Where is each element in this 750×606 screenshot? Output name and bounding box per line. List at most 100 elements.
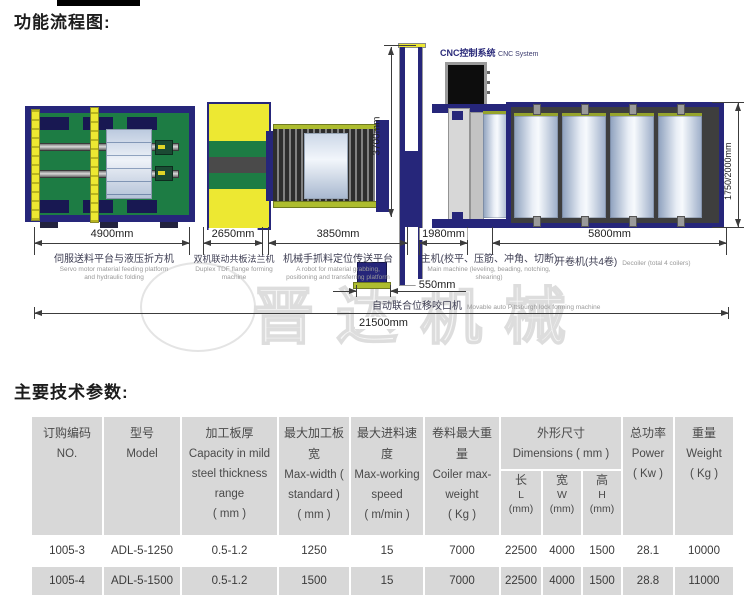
col-width: 最大加工板宽 Max-width ( standard ) ( mm ) xyxy=(279,417,349,535)
cell-length: 22500 xyxy=(501,567,541,595)
cell-power: 28.1 xyxy=(623,537,673,565)
gantry-carriage xyxy=(404,151,418,227)
label-main-machine: 主机(校平、压筋、冲角、切断) Main machine (leveling, … xyxy=(420,254,558,281)
col-coil-weight: 卷料最大重量 Coiler max-weight ( Kg ) xyxy=(425,417,499,535)
col-length: 长 L (mm) xyxy=(501,471,541,535)
machine-band xyxy=(209,173,269,189)
parameters-table: 订购编码 NO. 型号 Model 加工板厚 Capacity in mild st… xyxy=(30,415,735,597)
flow-diagram-title: 功能流程图: xyxy=(14,13,111,32)
gantry-column xyxy=(418,47,422,285)
cell-width: 1250 xyxy=(279,537,349,565)
dim-total-label: 21500mm xyxy=(355,317,412,329)
coil-axle xyxy=(677,104,685,115)
machine-band xyxy=(209,141,269,157)
col-weight: 重量 Weight ( Kg ) xyxy=(675,417,733,535)
machine-band xyxy=(209,189,269,228)
cell-h: 1500 xyxy=(583,537,621,565)
col-model: 型号 Model xyxy=(104,417,180,535)
cell-coil: 7000 xyxy=(425,567,499,595)
coil-1 xyxy=(514,113,558,218)
sheet-on-platform xyxy=(304,133,348,199)
top-crop-artifact xyxy=(57,0,140,6)
main-machine-bottom-beam xyxy=(432,219,518,228)
coil-axle xyxy=(581,216,589,227)
cell-w: 4000 xyxy=(543,567,581,595)
cell-no: 1005-4 xyxy=(32,567,102,595)
coil-axle xyxy=(677,216,685,227)
cell-length: 22500 xyxy=(501,537,541,565)
dim-3850: 3850mm xyxy=(268,227,408,255)
col-width-dim: 宽 W (mm) xyxy=(543,471,581,535)
platform-end-block xyxy=(266,131,273,201)
cell-coil: 7000 xyxy=(425,537,499,565)
coil-axle xyxy=(533,216,541,227)
params-title: 主要技术参数: xyxy=(14,383,129,402)
cell-model: ADL-5-1500 xyxy=(104,567,180,595)
cell-thickness: 0.5-1.2 xyxy=(182,537,277,565)
table-row: 1005-4 ADL-5-1500 0.5-1.2 1500 15 7000 2… xyxy=(32,567,733,595)
coil-axle xyxy=(581,104,589,115)
slot-row xyxy=(39,117,171,130)
cnc-label: CNC控制系统 CNC System xyxy=(440,48,539,58)
cell-model: ADL-5-1250 xyxy=(104,537,180,565)
dim-tick xyxy=(712,227,744,228)
cell-h: 1500 xyxy=(583,567,621,595)
coil-axle xyxy=(629,216,637,227)
dim-4900: 4900mm xyxy=(34,227,190,255)
tdf-flange-forming-machine xyxy=(207,102,271,230)
machine-band xyxy=(209,104,269,141)
machine-foot xyxy=(40,222,58,228)
cell-power: 28.8 xyxy=(623,567,673,595)
watermark-logo-circle xyxy=(140,262,256,352)
yellow-guide-bar xyxy=(90,107,99,223)
col-dimensions-group: 外形尺寸 Dimensions ( mm ) xyxy=(501,417,621,469)
frame-block xyxy=(452,111,463,120)
col-power: 总功率 Power ( Kw ) xyxy=(623,417,673,535)
cell-thickness: 0.5-1.2 xyxy=(182,567,277,595)
dim-1750-line xyxy=(735,103,741,227)
slot-row xyxy=(39,200,171,213)
dim-tick xyxy=(384,45,416,46)
dim-5800: 5800mm xyxy=(492,227,727,255)
main-machine-top-beam xyxy=(432,104,518,113)
cell-speed: 15 xyxy=(351,567,423,595)
coil-3 xyxy=(610,113,654,218)
label-decoiler: 开卷机(共4卷) Decoiler (total 4 coilers) xyxy=(555,257,691,268)
label-robot-platform: 机械手抓料定位传送平台 A robot for material grabbin… xyxy=(283,254,393,281)
dim-1980: 1980mm xyxy=(419,227,468,255)
dim-3700-label: 3700mm xyxy=(371,116,383,156)
header-row-sub: 长 L (mm) 宽 W (mm) 高 H (mm) xyxy=(32,471,733,535)
coil-axle xyxy=(533,104,541,115)
dim-total-line xyxy=(34,307,729,319)
col-height-dim: 高 H (mm) xyxy=(583,471,621,535)
cell-speed: 15 xyxy=(351,537,423,565)
cell-no: 1005-3 xyxy=(32,537,102,565)
cell-weight: 10000 xyxy=(675,537,733,565)
dim-2650: 2650mm xyxy=(203,227,263,255)
platform-bottom-strip xyxy=(273,201,377,208)
col-no: 订购编码 NO. xyxy=(32,417,102,535)
machine-band xyxy=(209,157,269,173)
label-tdf-machine: 双机联动共板法兰机 Duplex TDF flange forming mach… xyxy=(193,254,275,281)
dim-3700-line xyxy=(388,47,394,217)
machine-foot xyxy=(160,222,178,228)
main-machine-frame xyxy=(448,108,470,224)
col-speed: 最大进料速度 Max-working speed ( m/min ) xyxy=(351,417,423,535)
sheet-stack xyxy=(106,129,152,199)
lock-machine-base xyxy=(353,282,391,289)
dim-550-left xyxy=(333,288,357,294)
dim-550-right: 550mm xyxy=(390,279,466,294)
coil-2 xyxy=(562,113,606,218)
header-row-main: 订购编码 NO. 型号 Model 加工板厚 Capacity in mild st… xyxy=(32,417,733,535)
yellow-guide-bar xyxy=(31,109,40,221)
label-servo-platform: 伺服送料平台与液压折方机 Servo motor material feedin… xyxy=(54,254,174,281)
coil-axle xyxy=(629,104,637,115)
dim-tick xyxy=(356,285,357,297)
cell-width: 1500 xyxy=(279,567,349,595)
cell-w: 4000 xyxy=(543,537,581,565)
cell-weight: 11000 xyxy=(675,567,733,595)
servo-feeding-platform-machine xyxy=(25,106,195,228)
clamp-block xyxy=(155,140,173,155)
coil-4 xyxy=(658,113,702,218)
